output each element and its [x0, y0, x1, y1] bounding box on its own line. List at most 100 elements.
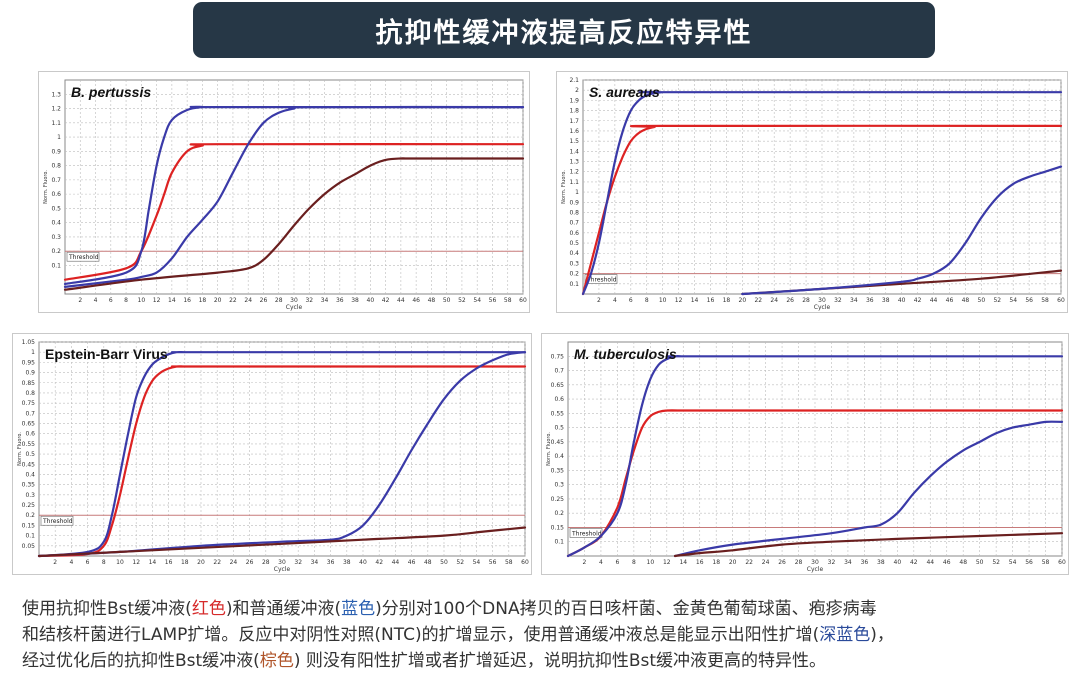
- x-tick-label: 50: [440, 559, 448, 566]
- x-tick-label: 40: [898, 297, 906, 304]
- x-tick-label: 46: [412, 297, 420, 304]
- y-tick-label: 0.5: [569, 240, 579, 247]
- y-tick-label: 0.2: [51, 248, 61, 255]
- x-tick-label: 44: [926, 559, 934, 566]
- x-tick-label: 56: [1025, 297, 1033, 304]
- y-tick-label: 0.55: [551, 410, 565, 417]
- x-tick-label: 38: [882, 297, 890, 304]
- y-tick-label: 2: [575, 87, 579, 94]
- x-tick-label: 54: [473, 559, 481, 566]
- y-tick-label: 0.5: [554, 425, 564, 432]
- threshold-label: Threshold: [68, 254, 99, 261]
- caption-text: )和普通缓冲液(: [225, 599, 342, 619]
- x-tick-label: 2: [53, 559, 57, 566]
- y-tick-label: 0.3: [569, 260, 579, 267]
- caption-line-1: 使用抗抑性Bst缓冲液(红色)和普通缓冲液(蓝色)分别对100个DNA拷贝的百日…: [22, 596, 1072, 622]
- x-tick-label: 48: [428, 297, 436, 304]
- x-tick-label: 26: [786, 297, 794, 304]
- x-tick-label: 40: [359, 559, 367, 566]
- x-tick-label: 54: [1009, 297, 1017, 304]
- series-line-3: [37, 351, 527, 558]
- threshold-label: Threshold: [586, 277, 617, 284]
- x-tick-label: 18: [712, 559, 720, 566]
- y-tick-label: 0.05: [22, 543, 36, 550]
- y-axis-label: Norm. Fluoro.: [561, 170, 567, 204]
- x-tick-label: 58: [505, 559, 513, 566]
- series-line-3: [673, 420, 1064, 558]
- x-tick-label: 52: [992, 559, 1000, 566]
- x-tick-label: 4: [94, 297, 98, 304]
- x-tick-label: 32: [294, 559, 302, 566]
- x-tick-label: 60: [1058, 559, 1066, 566]
- caption: 使用抗抑性Bst缓冲液(红色)和普通缓冲液(蓝色)分别对100个DNA拷贝的百日…: [22, 596, 1072, 674]
- x-tick-label: 52: [458, 297, 466, 304]
- y-tick-label: 1.05: [22, 339, 36, 346]
- caption-text: )分别对100个DNA拷贝的百日咳杆菌、金黄色葡萄球菌、疱疹病毒: [375, 599, 877, 619]
- caption-text: )，: [870, 625, 894, 645]
- x-tick-label: 4: [613, 297, 617, 304]
- x-tick-label: 6: [109, 297, 113, 304]
- x-tick-label: 28: [275, 297, 283, 304]
- x-tick-label: 54: [1009, 559, 1017, 566]
- y-tick-label: 0.1: [554, 539, 564, 546]
- banner-title: 抗抑性缓冲液提高反应特异性: [375, 17, 753, 49]
- y-tick-label: 0.8: [51, 163, 61, 170]
- x-tick-label: 18: [723, 297, 731, 304]
- y-tick-label: 0.55: [22, 441, 36, 448]
- caption-line-3: 经过优化后的抗抑性Bst缓冲液(棕色) 则没有阳性扩增或者扩增延迟，说明抗抑性B…: [22, 648, 1072, 674]
- chart-svg: 2 4 6 8 10 12 14 16 18 20 22 24 26 28 30 32 34 36 38 40 42 44…: [561, 77, 1065, 311]
- x-tick-label: 26: [778, 559, 786, 566]
- x-tick-label: 44: [392, 559, 400, 566]
- caption-brown-word: 棕色: [259, 651, 294, 671]
- x-tick-label: 42: [375, 559, 383, 566]
- x-tick-label: 38: [351, 297, 359, 304]
- x-tick-label: 14: [149, 559, 157, 566]
- x-tick-label: 4: [599, 559, 603, 566]
- y-tick-label: 0.85: [22, 380, 36, 387]
- x-tick-label: 2: [597, 297, 601, 304]
- x-tick-label: 30: [818, 297, 826, 304]
- x-tick-label: 10: [647, 559, 655, 566]
- y-tick-label: 0.75: [551, 353, 565, 360]
- x-tick-label: 14: [679, 559, 687, 566]
- x-tick-label: 50: [976, 559, 984, 566]
- x-tick-label: 50: [443, 297, 451, 304]
- x-tick-label: 36: [327, 559, 335, 566]
- x-tick-label: 44: [397, 297, 405, 304]
- series-line-3: [63, 105, 525, 288]
- x-tick-label: 16: [165, 559, 173, 566]
- series-line-4: [63, 157, 525, 291]
- y-tick-label: 1: [57, 134, 61, 141]
- x-tick-label: 24: [244, 297, 252, 304]
- y-tick-label: 0.25: [551, 496, 565, 503]
- chart-svg: 2 4 6 8 10 12 14 16 18 20 22 24 26 28 30 32 34 36 38 40 42 44…: [546, 341, 1066, 573]
- y-tick-label: 0.6: [569, 230, 579, 237]
- y-tick-label: 0.25: [22, 502, 36, 509]
- x-tick-label: 46: [946, 297, 954, 304]
- caption-text: 经过优化后的抗抑性Bst缓冲液(: [22, 651, 260, 671]
- y-axis-label: Norm. Fluoro.: [17, 432, 23, 466]
- x-tick-label: 34: [844, 559, 852, 566]
- y-tick-label: 0.9: [25, 370, 35, 377]
- y-tick-label: 0.7: [25, 410, 35, 417]
- chart-svg: 2 4 6 8 10 12 14 16 18 20 22 24 26 28 30 32 34 36 38 40 42 44…: [17, 339, 529, 573]
- x-tick-label: 4: [69, 559, 73, 566]
- x-tick-label: 24: [762, 559, 770, 566]
- x-tick-label: 38: [877, 559, 885, 566]
- x-tick-label: 14: [691, 297, 699, 304]
- x-tick-label: 18: [199, 297, 207, 304]
- threshold-label-box: [40, 515, 74, 526]
- y-tick-label: 1.5: [569, 138, 579, 145]
- x-axis-label: Cycle: [286, 304, 303, 311]
- series-line-1: [37, 365, 527, 558]
- chart-svg: 2 4 6 8 10 12 14 16 18 20 22 24 26 28 30 32 34 36 38 40 42 44…: [43, 79, 527, 311]
- x-tick-label: 12: [663, 559, 671, 566]
- chart-b-pertussis: 2 4 6 8 10 12 14 16 18 20 22 24 26 28 30 32 34 36 38 40 42 44…: [38, 71, 530, 313]
- chart-title: M. tuberculosis: [574, 346, 677, 362]
- x-tick-label: 8: [632, 559, 636, 566]
- x-tick-label: 52: [993, 297, 1001, 304]
- y-tick-label: 1: [31, 349, 35, 356]
- x-tick-label: 56: [1025, 559, 1033, 566]
- y-tick-label: 1: [575, 189, 579, 196]
- x-tick-label: 20: [729, 559, 737, 566]
